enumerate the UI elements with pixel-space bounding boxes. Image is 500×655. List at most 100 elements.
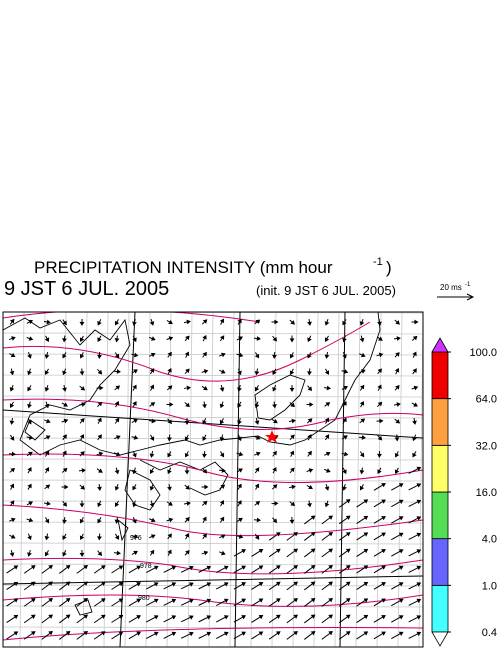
- wind-arrow-head: [151, 551, 154, 554]
- wind-arrow: [252, 550, 263, 557]
- wind-arrow-head: [12, 535, 15, 538]
- wind-arrow-head: [203, 517, 206, 520]
- wind-arrow-head: [326, 435, 329, 438]
- wind-arrow: [325, 403, 330, 407]
- wind-arrow: [216, 583, 228, 589]
- wind-arrow-head: [221, 319, 224, 322]
- wind-arrow: [115, 336, 118, 342]
- wind-arrow-head: [417, 500, 420, 503]
- wind-arrow: [149, 353, 154, 356]
- wind-arrow: [360, 468, 363, 474]
- wind-arrow: [412, 336, 416, 340]
- wind-arrow-head: [172, 566, 175, 569]
- wind-arrow-head: [417, 616, 420, 619]
- wind-arrow: [129, 566, 140, 573]
- wind-arrow: [45, 352, 48, 358]
- wind-arrow: [322, 615, 332, 623]
- wind-arrow-head: [151, 503, 154, 506]
- wind-arrow-head: [259, 550, 262, 553]
- wind-arrow-head: [99, 452, 102, 455]
- wind-arrow-head: [134, 551, 137, 554]
- wind-arrow: [287, 549, 297, 557]
- wind-arrow: [185, 336, 189, 341]
- wind-arrow: [287, 599, 297, 607]
- wind-arrow-head: [417, 484, 420, 487]
- wind-arrow-head: [133, 454, 136, 457]
- wind-arrow-head: [116, 536, 119, 539]
- wind-arrow-head: [203, 437, 206, 440]
- wind-arrow-head: [221, 388, 224, 391]
- wind-arrow: [202, 485, 208, 488]
- wind-arrow-head: [151, 385, 154, 388]
- wind-arrow: [80, 369, 83, 375]
- wind-arrow-head: [28, 388, 31, 391]
- wind-arrow-head: [378, 385, 381, 388]
- wind-arrow-head: [47, 502, 50, 505]
- wind-arrow: [273, 518, 277, 522]
- wind-arrow: [115, 386, 120, 390]
- wind-arrow: [199, 583, 211, 589]
- wind-arrow-head: [400, 500, 403, 503]
- wind-arrow: [168, 435, 171, 441]
- wind-arrow-head: [80, 536, 83, 539]
- wind-arrow: [234, 550, 245, 557]
- wind-arrow-head: [64, 419, 67, 422]
- wind-arrow: [7, 566, 18, 573]
- wind-arrow-head: [98, 322, 101, 325]
- wind-arrow-head: [290, 388, 293, 391]
- wind-arrow-head: [239, 453, 242, 456]
- wind-arrow: [132, 419, 137, 422]
- wind-arrow: [252, 599, 263, 606]
- wind-arrow: [221, 385, 224, 391]
- title-end: ): [386, 258, 392, 277]
- wind-arrow-head: [360, 322, 363, 325]
- wind-arrow-head: [150, 487, 153, 490]
- wind-arrow-head: [382, 583, 385, 586]
- wind-arrow: [304, 632, 314, 640]
- colorbar-segment: [432, 352, 448, 399]
- wind-arrow-head: [190, 616, 193, 619]
- wind-arrow-head: [308, 338, 311, 341]
- wind-arrow-head: [186, 352, 189, 355]
- wind-arrow: [413, 418, 416, 424]
- wind-arrow: [115, 353, 118, 358]
- wind-arrow: [98, 484, 101, 490]
- wind-arrow: [272, 502, 278, 505]
- wind-arrow-head: [119, 632, 122, 635]
- wind-arrow-head: [28, 484, 31, 487]
- wind-arrow: [357, 549, 368, 556]
- wind-arrow: [395, 468, 398, 473]
- wind-arrow: [164, 566, 176, 572]
- wind-arrow: [374, 632, 385, 639]
- wind-arrow: [184, 386, 190, 389]
- wind-arrow-head: [382, 599, 385, 602]
- wind-arrow: [185, 518, 189, 522]
- wind-arrow-head: [133, 385, 136, 388]
- wind-arrow: [237, 518, 242, 521]
- wind-arrow: [391, 500, 402, 506]
- wind-arrow: [394, 337, 400, 340]
- grid-line: [83, 312, 87, 647]
- wind-arrow: [164, 632, 176, 638]
- wind-arrow-head: [65, 485, 68, 488]
- grid-line: [3, 396, 423, 397]
- wind-arrow: [97, 469, 102, 472]
- wind-arrow-head: [134, 419, 137, 422]
- wind-arrow: [322, 566, 332, 574]
- wind-arrow: [10, 402, 13, 407]
- wind-arrow: [377, 337, 382, 340]
- wind-arrow-head: [238, 388, 241, 391]
- wind-arrow-head: [119, 566, 122, 569]
- wind-arrow-head: [46, 338, 49, 341]
- wind-arrow: [220, 451, 223, 456]
- wind-arrow-head: [327, 387, 330, 390]
- wind-arrow-head: [10, 388, 13, 391]
- wind-arrow: [255, 369, 258, 375]
- wind-arrow: [42, 599, 52, 607]
- wind-arrow: [374, 500, 385, 507]
- wind-arrow: [409, 484, 421, 490]
- contour-label: 976: [130, 535, 142, 542]
- wind-arrow: [132, 551, 137, 554]
- wind-arrow: [378, 385, 381, 390]
